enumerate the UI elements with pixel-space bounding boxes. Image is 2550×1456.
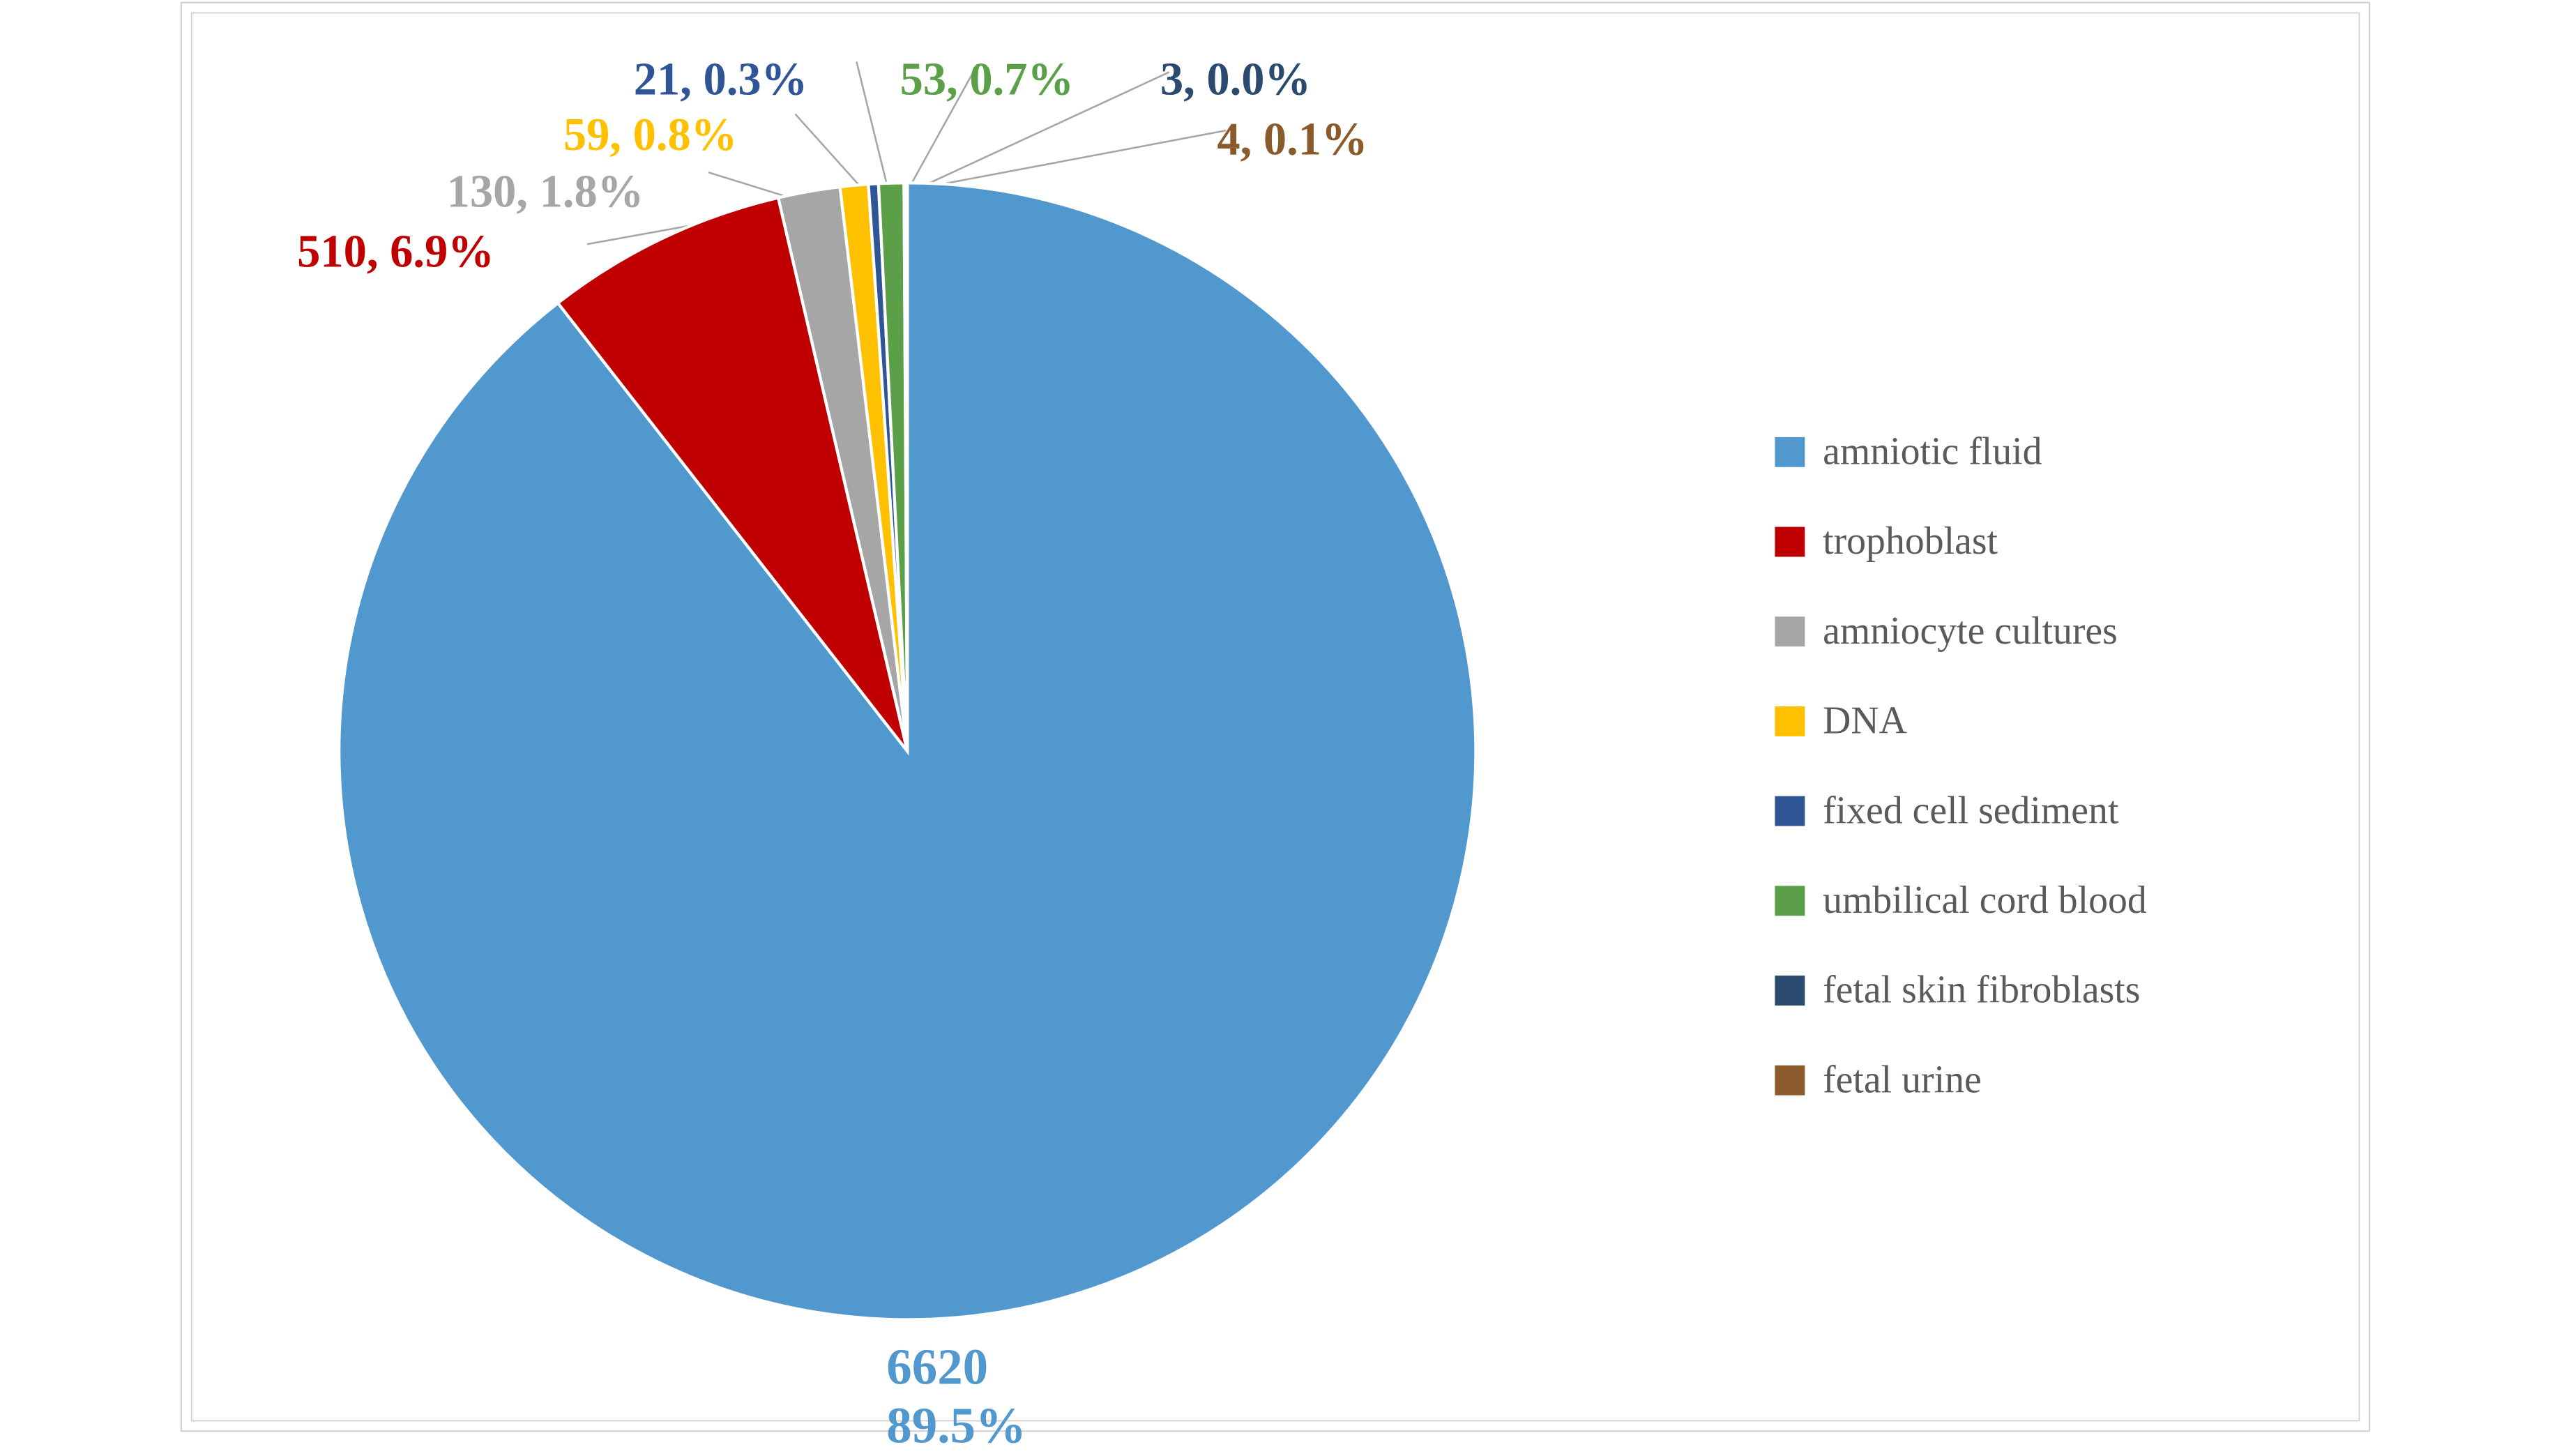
legend-swatch — [1775, 616, 1805, 646]
legend-label: fetal skin fibroblasts — [1823, 968, 2140, 1013]
legend-item: trophoblast — [1775, 496, 2146, 586]
legend-swatch — [1775, 706, 1805, 736]
legend-swatch — [1775, 1065, 1805, 1095]
legend-item: amniotic fluid — [1775, 407, 2146, 496]
data-label: 3, 0.0% — [1160, 52, 1310, 105]
legend-swatch — [1775, 526, 1805, 556]
legend: amniotic fluid trophoblast amniocyte cultu… — [1775, 407, 2146, 1125]
data-label: 53, 0.7% — [900, 52, 1073, 105]
data-label-line1: 510, 6.9% — [297, 225, 494, 278]
data-label-line1: 53, 0.7% — [900, 52, 1073, 105]
legend-label: umbilical cord blood — [1823, 878, 2147, 923]
data-label-line1: 21, 0.3% — [633, 52, 807, 105]
data-label: 21, 0.3% — [633, 52, 807, 105]
legend-label: amniocyte cultures — [1823, 609, 2118, 653]
legend-item: DNA — [1775, 676, 2146, 766]
data-label-line1: 130, 1.8% — [446, 165, 644, 218]
data-label: 662089.5% — [886, 1339, 1026, 1456]
legend-label: fetal urine — [1823, 1058, 1982, 1102]
legend-item: fixed cell sediment — [1775, 766, 2146, 856]
data-label-line1: 59, 0.8% — [563, 107, 736, 160]
data-label: 130, 1.8% — [446, 165, 644, 218]
data-label: 510, 6.9% — [297, 225, 494, 278]
chart-frame: amniotic fluid trophoblast amniocyte cultu… — [180, 1, 2369, 1432]
legend-item: amniocyte cultures — [1775, 586, 2146, 676]
data-label-line1: 6620 — [886, 1339, 1026, 1397]
legend-label: amniotic fluid — [1823, 430, 2042, 474]
legend-label: trophoblast — [1823, 519, 1998, 563]
legend-label: DNA — [1823, 699, 1907, 743]
data-label: 59, 0.8% — [563, 107, 736, 160]
data-label: 4, 0.1% — [1217, 112, 1367, 165]
legend-item: fetal urine — [1775, 1035, 2146, 1125]
data-label-line1: 4, 0.1% — [1217, 112, 1367, 165]
legend-swatch — [1775, 886, 1805, 916]
data-label-line1: 3, 0.0% — [1160, 52, 1310, 105]
legend-swatch — [1775, 796, 1805, 826]
legend-item: umbilical cord blood — [1775, 856, 2146, 946]
legend-item: fetal skin fibroblasts — [1775, 946, 2146, 1036]
legend-swatch — [1775, 437, 1805, 467]
data-label-line2: 89.5% — [886, 1397, 1026, 1456]
legend-label: fixed cell sediment — [1823, 788, 2118, 833]
legend-swatch — [1775, 976, 1805, 1006]
